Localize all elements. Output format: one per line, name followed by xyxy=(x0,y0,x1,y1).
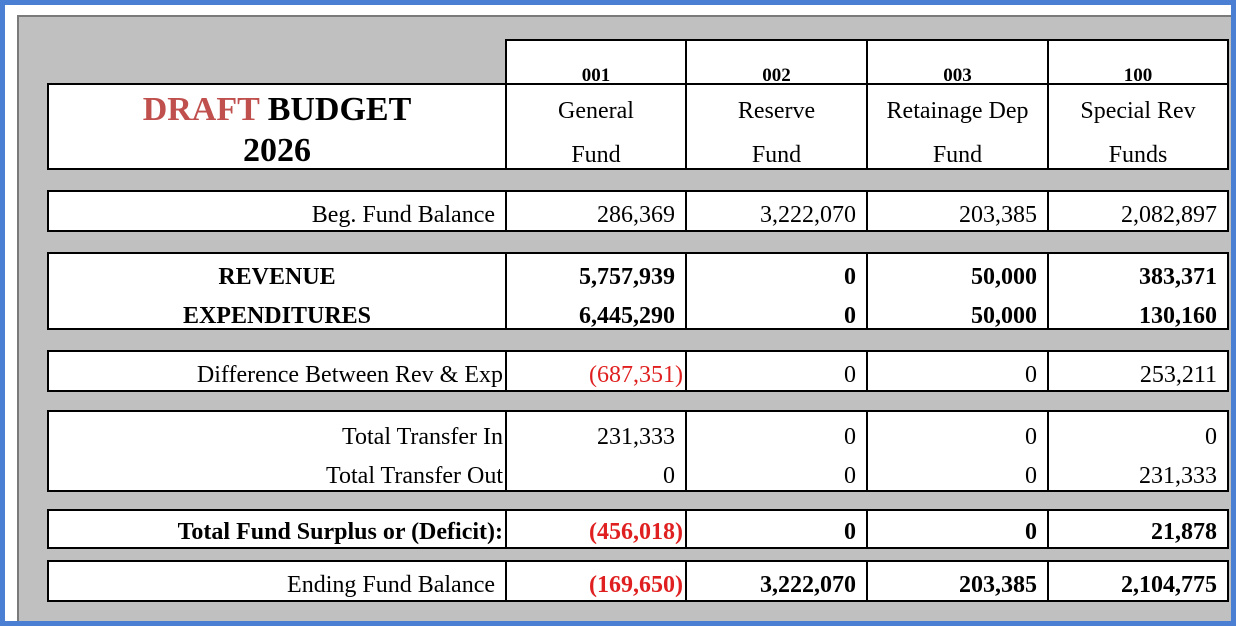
fund-code: 001 xyxy=(581,65,611,86)
surplus-001: (456,018) xyxy=(505,509,687,549)
fund-name-line1: Retainage Dep xyxy=(886,98,1029,124)
draft-label: DRAFT xyxy=(142,91,260,128)
beg-balance-001: 286,369 xyxy=(505,190,687,232)
cell-value: 253,211 xyxy=(1139,362,1217,388)
transfer-in-value: 0 xyxy=(1205,424,1217,450)
beg-balance-002: 3,222,070 xyxy=(685,190,868,232)
fund-name-line2: Fund xyxy=(751,142,802,168)
fund-name-line2: Funds xyxy=(1108,142,1168,168)
revenue-value: 0 xyxy=(844,264,856,290)
surplus-002: 0 xyxy=(685,509,868,549)
difference-001: (687,351) xyxy=(505,350,687,392)
code-cell-100: 100 xyxy=(1047,39,1229,85)
beg-balance-label-cell: Beg. Fund Balance xyxy=(47,190,507,232)
ending-balance-002: 3,222,070 xyxy=(685,560,868,602)
difference-002: 0 xyxy=(685,350,868,392)
cell-value: 2,104,775 xyxy=(1121,572,1217,598)
fund-code: 100 xyxy=(1123,65,1153,86)
cell-value: (456,018) xyxy=(589,519,683,545)
title-cell: DRAFT BUDGET 2026 xyxy=(47,83,507,170)
fund-code: 002 xyxy=(762,65,791,86)
fund-name-cell-002: Reserve Fund xyxy=(685,83,868,170)
ending-balance-001: (169,650) xyxy=(505,560,687,602)
surplus-label-cell: Total Fund Surplus or (Deficit): xyxy=(47,509,507,549)
cell-value: 203,385 xyxy=(959,572,1037,598)
fund-name-line2: Fund xyxy=(571,142,621,168)
cell-value: 2,082,897 xyxy=(1121,202,1217,228)
surplus-100: 21,878 xyxy=(1047,509,1229,549)
fund-name-line1: Reserve xyxy=(737,98,816,124)
difference-003: 0 xyxy=(866,350,1049,392)
cell-value: (687,351) xyxy=(589,362,683,388)
rev-exp-001: 5,757,939 6,445,290 xyxy=(505,252,687,330)
expenditures-value: 0 xyxy=(844,303,856,329)
difference-100: 253,211 xyxy=(1047,350,1229,392)
revenue-value: 383,371 xyxy=(1139,264,1217,290)
revenue-value: 50,000 xyxy=(971,264,1037,290)
expenditures-label: EXPENDITURES xyxy=(182,303,372,329)
fund-name-line2: Fund xyxy=(932,142,983,168)
fund-name-cell-100: Special Rev Funds xyxy=(1047,83,1229,170)
transfer-in-label: Total Transfer In xyxy=(342,424,503,450)
cell-value: 0 xyxy=(844,519,856,545)
transfers-003: 0 0 xyxy=(866,410,1049,492)
rev-exp-002: 0 0 xyxy=(685,252,868,330)
fund-name-cell-001: General Fund xyxy=(505,83,687,170)
transfers-001: 231,333 0 xyxy=(505,410,687,492)
beg-balance-100: 2,082,897 xyxy=(1047,190,1229,232)
code-cell-003: 003 xyxy=(866,39,1049,85)
rev-exp-label-cell: REVENUE EXPENDITURES xyxy=(47,252,507,330)
cell-value: 0 xyxy=(1025,519,1037,545)
transfer-out-value: 231,333 xyxy=(1139,463,1217,489)
cell-value: 3,222,070 xyxy=(760,572,856,598)
transfer-in-value: 231,333 xyxy=(597,424,675,450)
page-title: DRAFT BUDGET xyxy=(49,93,505,127)
expenditures-value: 6,445,290 xyxy=(579,303,675,329)
difference-label-cell: Difference Between Rev & Exp xyxy=(47,350,507,392)
fund-name-line1: Special Rev xyxy=(1080,98,1196,124)
transfer-out-label: Total Transfer Out xyxy=(326,463,503,489)
row-label: Beg. Fund Balance xyxy=(311,202,495,228)
surplus-003: 0 xyxy=(866,509,1049,549)
budget-year: 2026 xyxy=(243,132,311,169)
ending-balance-100: 2,104,775 xyxy=(1047,560,1229,602)
cell-value: 0 xyxy=(1025,362,1037,388)
cell-value: 286,369 xyxy=(597,202,675,228)
cell-value: (169,650) xyxy=(589,572,683,598)
rev-exp-100: 383,371 130,160 xyxy=(1047,252,1229,330)
budget-label: BUDGET xyxy=(267,91,412,128)
transfers-100: 0 231,333 xyxy=(1047,410,1229,492)
ending-balance-label-cell: Ending Fund Balance xyxy=(47,560,507,602)
beg-balance-003: 203,385 xyxy=(866,190,1049,232)
transfer-out-value: 0 xyxy=(663,463,675,489)
rev-exp-003: 50,000 50,000 xyxy=(866,252,1049,330)
row-label: Difference Between Rev & Exp xyxy=(196,362,503,388)
cell-value: 203,385 xyxy=(959,202,1037,228)
cell-value: 21,878 xyxy=(1151,519,1217,545)
revenue-label: REVENUE xyxy=(218,264,336,290)
code-cell-001: 001 xyxy=(505,39,687,85)
row-label: Total Fund Surplus or (Deficit): xyxy=(177,519,503,545)
code-cell-002: 002 xyxy=(685,39,868,85)
transfers-label-cell: Total Transfer In Total Transfer Out xyxy=(47,410,507,492)
transfers-002: 0 0 xyxy=(685,410,868,492)
revenue-value: 5,757,939 xyxy=(579,264,675,290)
transfer-in-value: 0 xyxy=(844,424,856,450)
expenditures-value: 50,000 xyxy=(971,303,1037,329)
transfer-in-value: 0 xyxy=(1025,424,1037,450)
expenditures-value: 130,160 xyxy=(1139,303,1217,329)
cell-value: 0 xyxy=(844,362,856,388)
transfer-out-value: 0 xyxy=(844,463,856,489)
fund-name-line1: General xyxy=(558,98,634,124)
transfer-out-value: 0 xyxy=(1025,463,1037,489)
ending-balance-003: 203,385 xyxy=(866,560,1049,602)
row-label: Ending Fund Balance xyxy=(287,572,495,598)
fund-code: 003 xyxy=(943,65,972,86)
cell-value: 3,222,070 xyxy=(760,202,856,228)
fund-name-cell-003: Retainage Dep Fund xyxy=(866,83,1049,170)
budget-sheet: 001 002 003 100 DRAFT BUDGET 2026 Genera… xyxy=(17,15,1231,621)
